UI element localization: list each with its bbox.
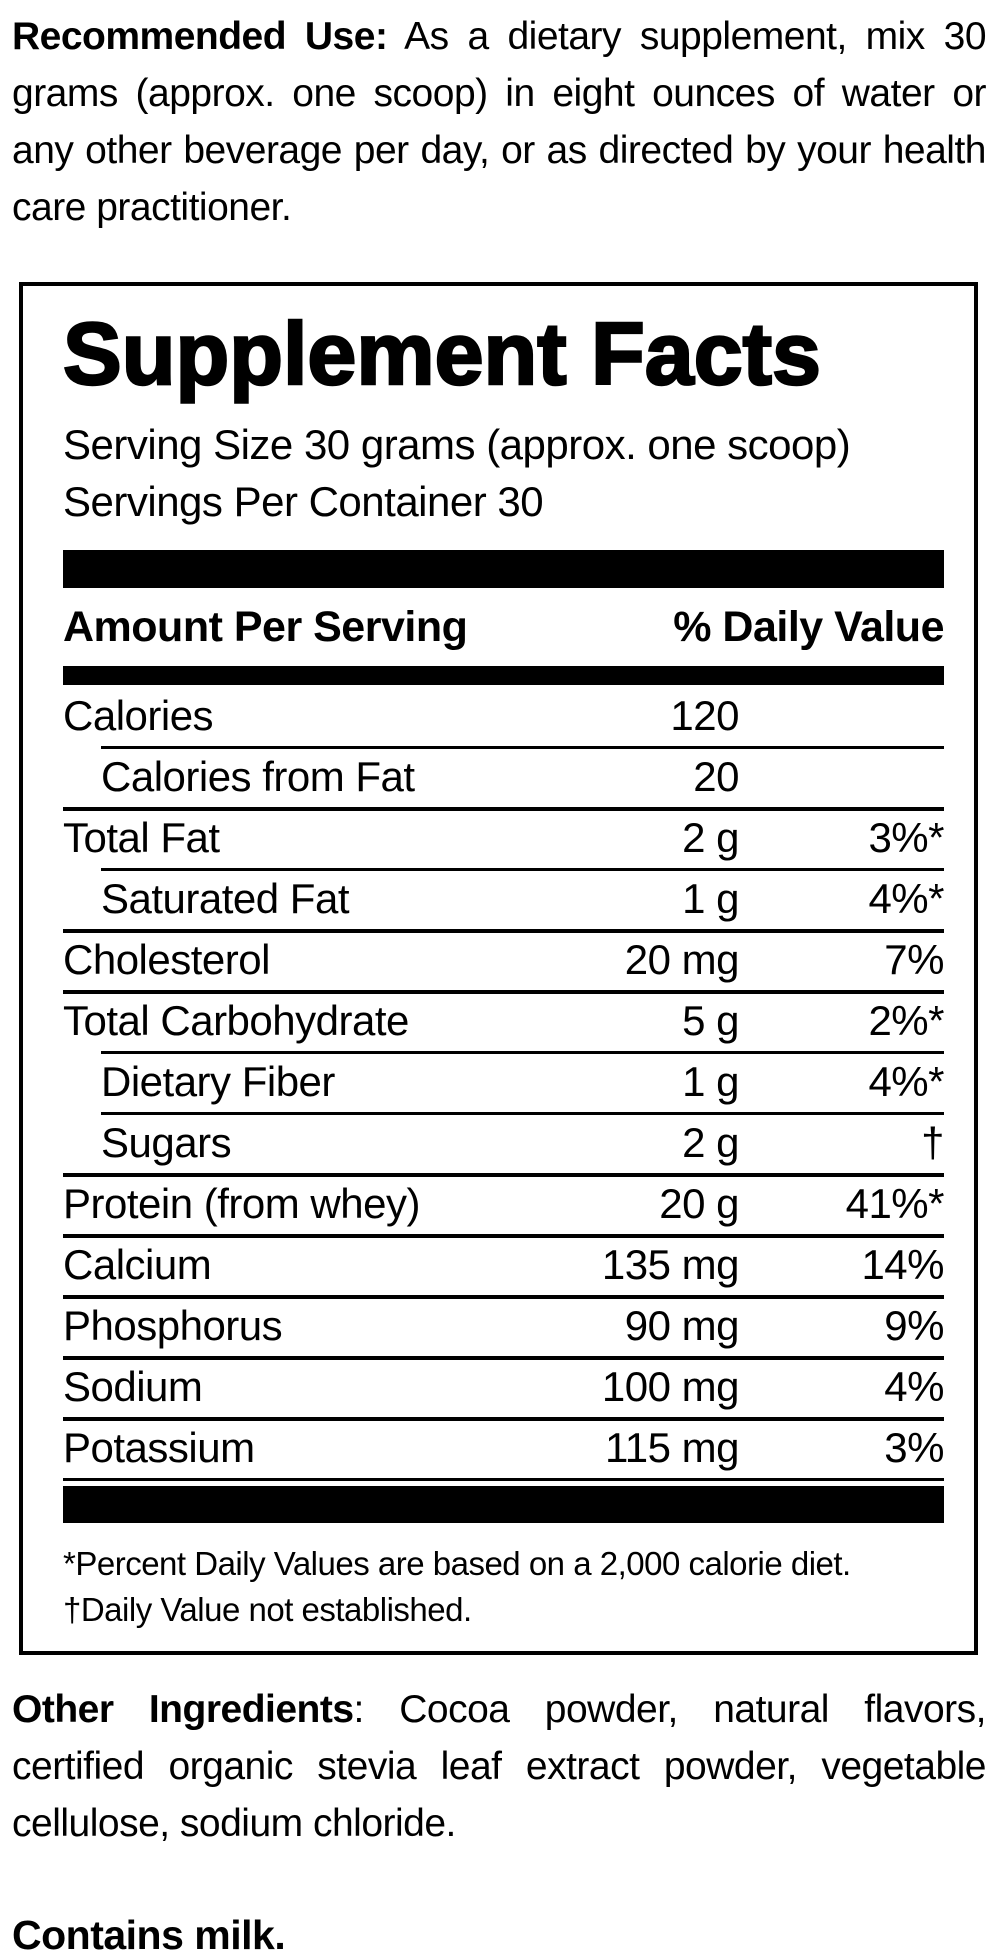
nutrient-dv: †: [921, 1118, 944, 1166]
table-row-phosphorus: Phosphorus 90 mg 9%: [63, 1295, 945, 1356]
nutrient-amount: 2 g: [682, 1118, 739, 1166]
allergen-statement: Contains milk.: [12, 1912, 286, 1959]
other-ingredients-label: Other Ingredients: [12, 1688, 354, 1732]
nutrient-name: Sugars: [101, 1118, 232, 1166]
table-row-total-fat: Total Fat 2 g 3%*: [63, 807, 945, 868]
footnotes: *Percent Daily Values are based on a 2,0…: [63, 1541, 944, 1633]
nutrient-dv: 3%: [884, 1423, 944, 1471]
nutrient-name: Cholesterol: [63, 935, 270, 983]
table-row-potassium: Potassium 115 mg 3%: [63, 1417, 945, 1478]
nutrient-name: Sodium: [63, 1362, 203, 1410]
table-row-dietary-fiber: Dietary Fiber 1 g 4%*: [63, 1051, 945, 1112]
nutrient-amount: 20 g: [659, 1179, 739, 1227]
other-ingredients-text: : Cocoa powder, natural flavors, certifi…: [12, 1688, 987, 1846]
nutrient-dv: 3%*: [868, 813, 944, 861]
nutrient-amount: 2 g: [682, 813, 739, 861]
nutrient-amount: 5 g: [682, 996, 739, 1044]
nutrient-amount: 1 g: [682, 874, 739, 922]
nutrient-amount: 135 mg: [601, 1240, 740, 1288]
nutrient-amount: 20 mg: [624, 935, 740, 983]
nutrient-amount: 115 mg: [605, 1423, 739, 1471]
nutrient-dv: 9%: [884, 1301, 944, 1349]
nutrient-dv: 4%: [884, 1362, 944, 1410]
nutrient-name: Calories from Fat: [101, 752, 415, 800]
table-row-sodium: Sodium 100 mg 4%: [63, 1356, 945, 1417]
divider-bar-header: [63, 666, 944, 686]
table-row-saturated-fat: Saturated Fat 1 g 4%*: [63, 868, 945, 929]
nutrient-name: Phosphorus: [63, 1301, 283, 1349]
table-row-sugars: Sugars 2 g †: [63, 1112, 945, 1173]
nutrient-dv: 4%*: [868, 874, 944, 922]
table-row-calories-from-fat: Calories from Fat 20: [63, 746, 944, 807]
nutrient-name: Potassium: [63, 1423, 255, 1471]
nutrient-name: Dietary Fiber: [101, 1057, 335, 1105]
nutrient-name: Calories: [63, 691, 214, 739]
nutrient-name: Protein (from whey): [63, 1179, 420, 1227]
footnote-dagger: †Daily Value not established.: [63, 1591, 472, 1629]
nutrient-dv: 4%*: [868, 1057, 944, 1105]
nutrient-dv: 7%: [884, 935, 944, 983]
amount-per-serving-header: Amount Per Serving: [63, 603, 468, 652]
table-row-calories: Calories 120: [63, 685, 944, 746]
rule-above-bottom-bar: [63, 1478, 944, 1482]
table-row-protein: Protein (from whey) 20 g 41%*: [63, 1173, 945, 1234]
nutrient-name: Total Fat: [63, 813, 220, 861]
nutrient-dv: 41%*: [845, 1179, 945, 1227]
servings-per-container: Servings Per Container 30: [63, 478, 544, 526]
nutrient-amount: 20: [693, 752, 739, 800]
nutrient-dv: 14%: [861, 1240, 944, 1288]
nutrient-amount: 1 g: [682, 1057, 739, 1105]
table-row-calcium: Calcium 135 mg 14%: [63, 1234, 945, 1295]
nutrient-name: Total Carbohydrate: [63, 996, 409, 1044]
nutrient-amount: 100 mg: [601, 1362, 740, 1410]
divider-bar-bottom: [63, 1486, 944, 1524]
nutrient-name: Calcium: [63, 1240, 212, 1288]
serving-size: Serving Size 30 grams (approx. one scoop…: [63, 421, 851, 469]
table-header-row: Amount Per Serving % Daily Value: [63, 588, 944, 666]
nutrient-amount: 120: [670, 691, 739, 739]
other-ingredients-paragraph: Other Ingredients: Cocoa powder, natural…: [12, 1681, 987, 1852]
table-row-cholesterol: Cholesterol 20 mg 7%: [63, 929, 945, 990]
recommended-use-text: As a dietary supplement, mix 30 grams (a…: [12, 15, 987, 229]
table-row-total-carbohydrate: Total Carbohydrate 5 g 2%*: [63, 990, 945, 1051]
recommended-use-label: Recommended Use:: [12, 15, 388, 58]
supplement-facts-panel: Supplement Facts Serving Size 30 grams (…: [19, 282, 978, 1656]
supplement-facts-title: Supplement Facts: [62, 304, 822, 403]
nutrient-amount: 90 mg: [624, 1301, 740, 1349]
recommended-use-paragraph: Recommended Use: As a dietary supplement…: [12, 8, 987, 236]
divider-bar-top: [63, 550, 944, 589]
nutrient-name: Saturated Fat: [101, 874, 349, 922]
nutrient-dv: 2%*: [868, 996, 944, 1044]
daily-value-header: % Daily Value: [673, 603, 944, 652]
footnote-daily-values: *Percent Daily Values are based on a 2,0…: [63, 1545, 851, 1583]
